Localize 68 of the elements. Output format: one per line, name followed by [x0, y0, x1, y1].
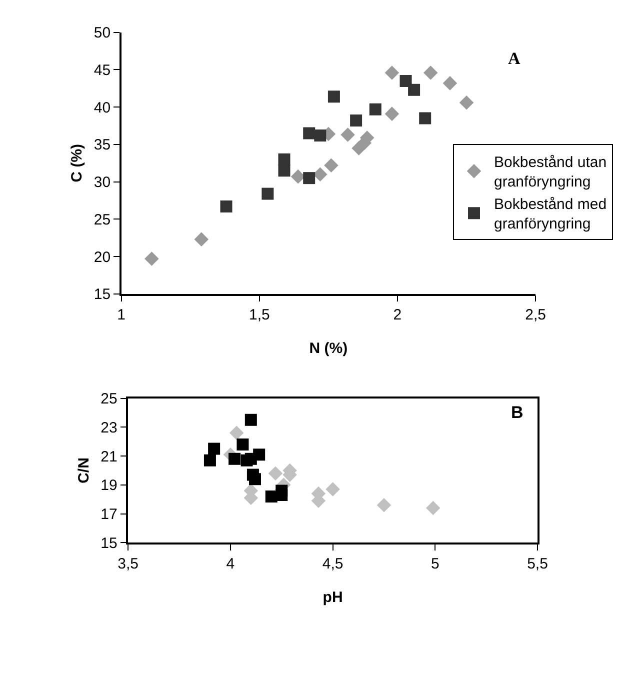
x-tick-label: 4,5	[322, 555, 344, 572]
legend-label: Bokbestånd utan granföryngring	[494, 154, 607, 191]
point	[144, 252, 159, 266]
point	[313, 167, 328, 182]
point	[400, 74, 412, 87]
point	[326, 482, 340, 496]
point	[194, 232, 209, 246]
point	[276, 484, 288, 497]
point	[324, 158, 338, 173]
annotation: A	[508, 49, 521, 68]
point	[220, 200, 232, 212]
legend-label: Bokbestånd med granföryngring	[494, 196, 607, 233]
y-tick-label: 15	[100, 534, 118, 552]
y-tick-label: 20	[94, 248, 111, 266]
y-tick-label: 15	[94, 286, 111, 304]
point	[268, 466, 283, 481]
point	[236, 438, 249, 450]
point	[384, 66, 400, 80]
y-tick-label: 25	[94, 211, 111, 228]
point	[229, 426, 244, 440]
point	[278, 153, 290, 166]
y-tick-label: 19	[100, 477, 118, 494]
y-tick-label: 45	[94, 62, 111, 79]
point	[442, 76, 458, 90]
x-axis-title: N (%)	[309, 340, 348, 358]
y-tick-label: 17	[100, 506, 118, 524]
point	[278, 164, 290, 177]
x-tick-label: 3,5	[118, 555, 139, 572]
x-tick-label: 2,5	[525, 306, 546, 324]
point	[204, 454, 216, 466]
point	[314, 129, 326, 142]
point	[340, 128, 355, 142]
point	[423, 66, 438, 80]
point	[303, 127, 316, 140]
y-tick-label: 25	[100, 390, 118, 408]
point	[384, 106, 400, 121]
point	[253, 448, 266, 461]
x-tick-label: 4	[226, 555, 235, 572]
point	[350, 114, 362, 127]
y-tick-label: 23	[100, 419, 118, 436]
y-tick-label: 21	[100, 448, 118, 466]
point	[376, 498, 392, 512]
point	[228, 452, 241, 465]
x-tick-label: 1,5	[248, 306, 270, 324]
x-tick-label: 5	[430, 555, 440, 572]
point	[328, 90, 340, 103]
point	[244, 414, 257, 426]
point	[369, 103, 382, 116]
x-tick-label: 1	[117, 306, 126, 324]
point	[208, 442, 220, 455]
annotation: B	[511, 403, 524, 422]
point	[249, 473, 262, 486]
point	[262, 188, 274, 200]
y-tick-label: 35	[94, 136, 111, 154]
y-axis-title: C/N	[75, 458, 92, 484]
y-axis-title: C (%)	[68, 144, 86, 182]
y-tick-label: 40	[94, 99, 111, 116]
point	[290, 169, 306, 184]
point	[419, 112, 432, 124]
point	[303, 172, 316, 184]
point	[408, 84, 420, 96]
x-tick-label: 2	[393, 306, 402, 324]
point	[426, 500, 440, 516]
y-tick-label: 50	[94, 24, 111, 42]
x-axis-title: pH	[322, 588, 343, 606]
y-tick-label: 30	[94, 174, 111, 192]
x-tick-label: 5,5	[527, 555, 548, 572]
point	[459, 95, 474, 110]
